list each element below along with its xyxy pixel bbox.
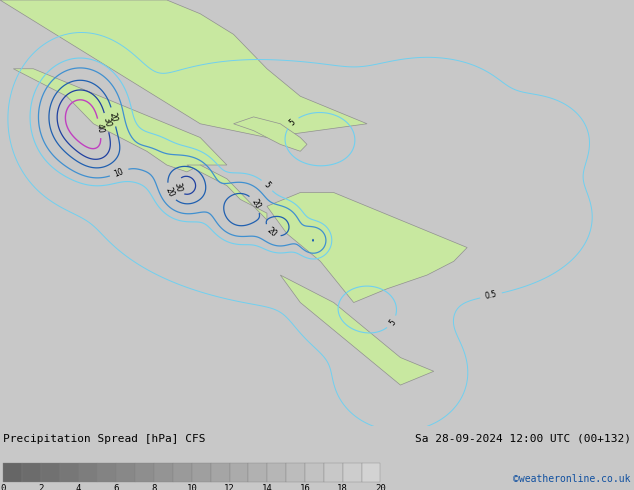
Polygon shape	[267, 193, 467, 302]
Bar	[249, 463, 268, 482]
Polygon shape	[280, 275, 434, 385]
Bar	[342, 463, 361, 482]
Text: 20: 20	[265, 226, 278, 239]
Text: Sa 28-09-2024 12:00 UTC (00+132): Sa 28-09-2024 12:00 UTC (00+132)	[415, 434, 631, 444]
Text: 10: 10	[186, 484, 197, 490]
Text: ©weatheronline.co.uk: ©weatheronline.co.uk	[514, 474, 631, 484]
Text: 14: 14	[262, 484, 273, 490]
Text: 2: 2	[38, 484, 44, 490]
Bar	[268, 463, 286, 482]
Text: 0.5: 0.5	[484, 290, 498, 301]
Text: 40: 40	[94, 123, 105, 134]
Bar	[41, 463, 60, 482]
Text: 12: 12	[224, 484, 235, 490]
Text: 30: 30	[101, 117, 112, 128]
Text: 0: 0	[1, 484, 6, 490]
Bar	[117, 463, 135, 482]
Bar	[230, 463, 249, 482]
Text: 6: 6	[113, 484, 119, 490]
Polygon shape	[233, 117, 307, 151]
Bar	[361, 463, 380, 482]
Text: 20: 20	[108, 111, 119, 122]
Bar	[60, 463, 79, 482]
Bar	[154, 463, 173, 482]
Bar	[305, 463, 324, 482]
Text: 8: 8	[152, 484, 157, 490]
Text: 4: 4	[76, 484, 81, 490]
Text: 18: 18	[337, 484, 348, 490]
Text: 20: 20	[164, 186, 176, 198]
Bar	[210, 463, 230, 482]
Bar	[173, 463, 191, 482]
Bar	[98, 463, 117, 482]
Bar	[3, 463, 22, 482]
Bar	[79, 463, 98, 482]
Bar	[324, 463, 342, 482]
Text: 5: 5	[387, 318, 398, 327]
Text: 30: 30	[172, 181, 183, 193]
Text: 5: 5	[262, 180, 272, 190]
Bar	[135, 463, 154, 482]
Text: 16: 16	[300, 484, 310, 490]
Text: 20: 20	[375, 484, 385, 490]
Bar	[286, 463, 305, 482]
Text: 10: 10	[113, 167, 126, 178]
Text: Precipitation Spread [hPa] CFS: Precipitation Spread [hPa] CFS	[3, 434, 205, 444]
Text: 20: 20	[250, 197, 262, 210]
Bar	[191, 463, 210, 482]
Polygon shape	[0, 0, 367, 138]
Bar	[22, 463, 41, 482]
Text: 5: 5	[288, 118, 297, 127]
Polygon shape	[13, 69, 227, 172]
Polygon shape	[187, 165, 267, 220]
